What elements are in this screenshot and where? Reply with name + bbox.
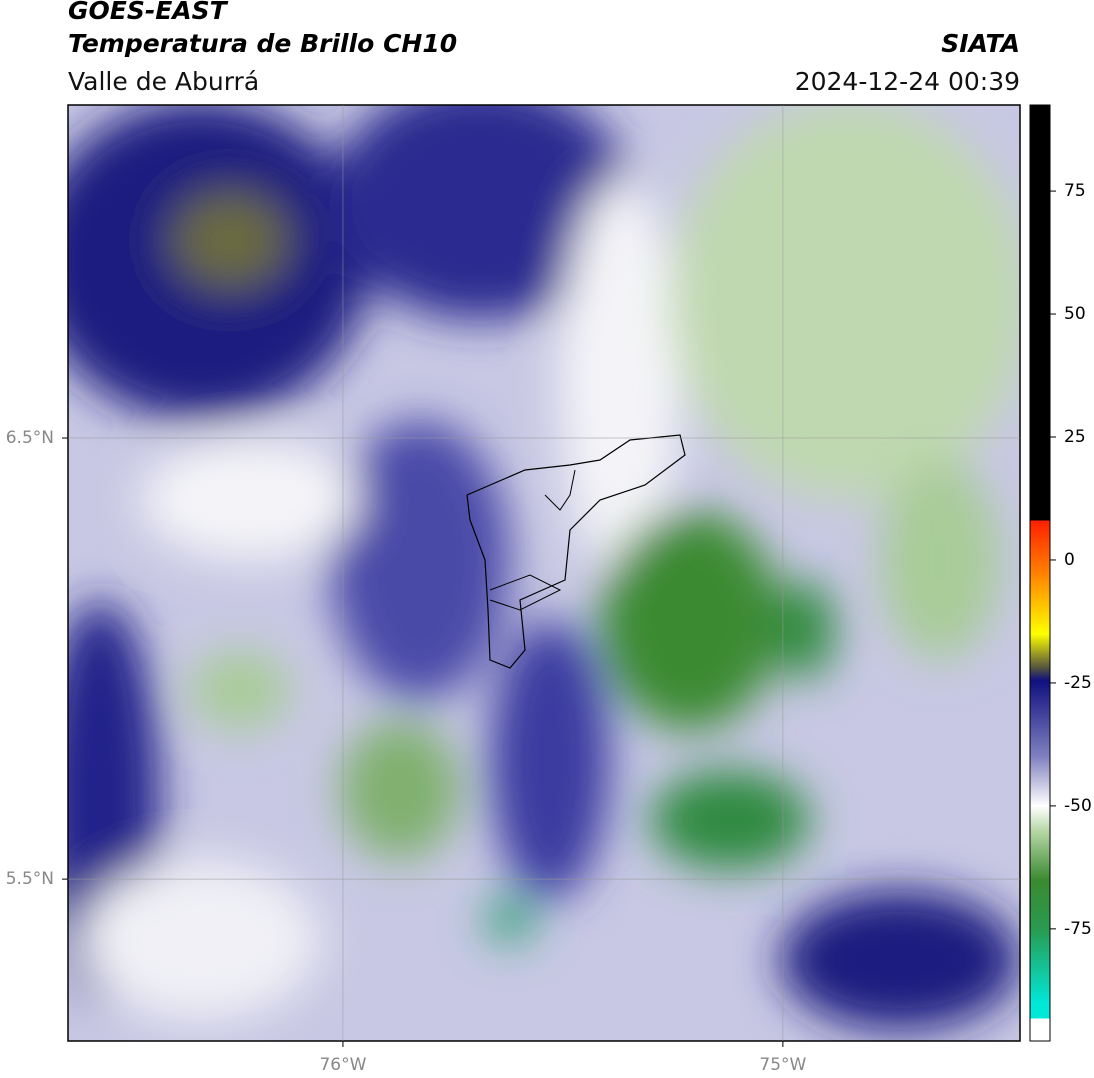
map-frame (67, 104, 1021, 1042)
y-tick-label: 5.5°N (6, 869, 54, 889)
x-tick-label: 76°W (319, 1055, 366, 1075)
colorbar-tick-label: 0 (1064, 550, 1075, 570)
colorbar-tick-label: -75 (1064, 919, 1092, 939)
colorbar-tick-label: 50 (1064, 304, 1086, 324)
colorbar (1029, 104, 1051, 1042)
colorbar-tick-label: -25 (1064, 673, 1092, 693)
colorbar-tick-label: 25 (1064, 427, 1086, 447)
map-image (68, 105, 1020, 1041)
colorbar-tick-label: -50 (1064, 796, 1092, 816)
title: GOES-EAST (68, 0, 229, 25)
region: Valle de Aburrá (68, 67, 259, 96)
source: SIATA (941, 29, 1020, 58)
x-tick-label: 75°W (759, 1055, 806, 1075)
colorbar-tick-label: 75 (1064, 181, 1086, 201)
datetime: 2024-12-24 00:39 (795, 67, 1020, 96)
subtitle: Temperatura de Brillo CH10 (68, 29, 457, 58)
y-tick-label: 6.5°N (6, 428, 54, 448)
